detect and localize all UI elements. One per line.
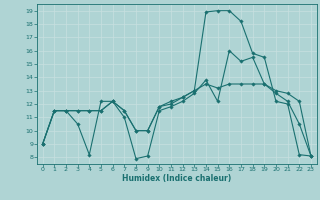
X-axis label: Humidex (Indice chaleur): Humidex (Indice chaleur) xyxy=(122,174,231,183)
